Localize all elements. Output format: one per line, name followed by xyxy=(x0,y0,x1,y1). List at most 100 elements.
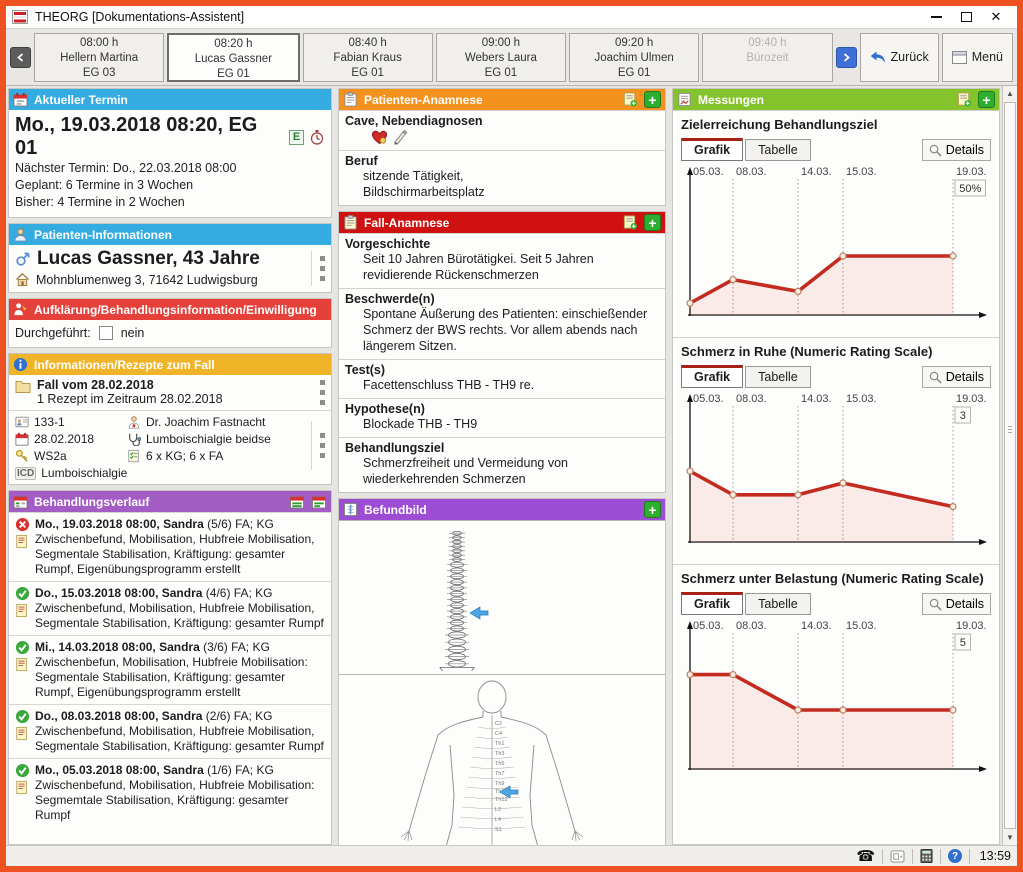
appointment-datetime: Mo., 19.03.2018 08:20, EG 01 xyxy=(15,114,258,159)
tab-grafik[interactable]: Grafik xyxy=(681,592,744,615)
back-label: Zurück xyxy=(890,50,929,64)
svg-text:19.03.: 19.03. xyxy=(956,166,987,178)
help-icon[interactable]: ? xyxy=(948,849,962,863)
tab-tabelle[interactable]: Tabelle xyxy=(745,139,811,161)
maximize-button[interactable] xyxy=(951,8,981,27)
magnifier-icon xyxy=(929,598,942,611)
treatment-note-icon xyxy=(16,657,27,672)
treatment-entry[interactable]: Do., 08.03.2018 08:00, Sandra (2/6) FA; … xyxy=(9,704,331,758)
tab-grafik[interactable]: Grafik xyxy=(681,365,744,388)
back-arrow-icon xyxy=(870,51,885,63)
chart-block-schmerz-belastung: Schmerz unter Belastung (Numeric Rating … xyxy=(673,564,999,791)
treatment-entry[interactable]: Mo., 05.03.2018 08:00, Sandra (1/6) FA; … xyxy=(9,758,331,827)
menu-button[interactable]: Menü xyxy=(941,32,1013,82)
appointment-slot[interactable]: 09:00 h Webers Laura EG 01 xyxy=(435,32,566,82)
status-bar: ☎ ? 13:59 xyxy=(6,845,1017,866)
finding-arrow-icon xyxy=(499,785,519,799)
slot-time: 08:40 h xyxy=(348,36,387,49)
entry-description: Zwischenbefund, Mobilisation, Hubfreie M… xyxy=(35,532,315,576)
svg-text:15.03.: 15.03. xyxy=(846,620,877,632)
add-entry-button[interactable]: + xyxy=(644,214,661,231)
appointment-slot[interactable]: 08:40 h Fabian Kraus EG 01 xyxy=(302,32,433,82)
card-reader-icon[interactable] xyxy=(890,849,905,863)
prescribed-services: 6 x KG; 6 x FA xyxy=(146,449,224,463)
stopwatch-icon[interactable] xyxy=(309,129,325,145)
appointment-slot[interactable]: 09:20 h Joachim Ulmen EG 01 xyxy=(569,32,700,82)
vertical-scrollbar[interactable]: ▲ ▼ xyxy=(1002,86,1017,845)
scrollbar-down-button[interactable]: ▼ xyxy=(1006,833,1014,842)
folder-icon xyxy=(15,381,31,393)
panel-title: Aufklärung/Behandlungsinformation/Einwil… xyxy=(34,302,317,317)
svg-text:05.03.: 05.03. xyxy=(693,620,724,632)
heart-risk-icon[interactable] xyxy=(371,129,388,145)
slot-patient: Hellern Martina xyxy=(60,51,139,64)
scrollbar-up-button[interactable]: ▲ xyxy=(1006,89,1014,98)
minimize-button[interactable] xyxy=(921,8,951,27)
details-button[interactable]: Details xyxy=(921,139,991,161)
scroll-left-button[interactable] xyxy=(10,46,31,68)
calendar-view-icon[interactable] xyxy=(289,494,305,509)
details-button[interactable]: Details xyxy=(921,593,991,615)
note-add-icon[interactable] xyxy=(956,92,972,107)
consent-checkbox[interactable] xyxy=(98,326,113,340)
slot-room: EG 01 xyxy=(217,67,250,80)
panel-behandlungsverlauf: Behandlungsverlauf Mo., 19.03.2018 08:00… xyxy=(8,490,332,845)
details-label: Details xyxy=(945,597,984,611)
tab-tabelle[interactable]: Tabelle xyxy=(745,366,811,388)
section-text: Blockade THB - TH9 xyxy=(363,417,478,431)
panel-befundbild: Befundbild + xyxy=(338,498,666,845)
treatment-entry[interactable]: Mo., 19.03.2018 08:00, Sandra (5/6) FA; … xyxy=(9,512,331,581)
slot-patient: Bürozeit xyxy=(746,51,789,64)
entry-count: (2/6) FA; KG xyxy=(202,709,273,723)
calendar-icon xyxy=(13,92,28,107)
svg-text:Th3: Th3 xyxy=(495,751,504,757)
appointment-slot[interactable]: 08:00 h Hellern Martina EG 03 xyxy=(34,32,165,82)
appointment-slot-current[interactable]: 08:20 h Lucas Gassner EG 01 xyxy=(167,32,300,82)
prescription-diagnosis: Lumboischialgie beidse xyxy=(146,432,271,446)
scrollbar-thumb[interactable] xyxy=(1004,102,1016,829)
panel-aufklaerung: Aufklärung/Behandlungsinformation/Einwil… xyxy=(8,298,332,348)
services-note-icon xyxy=(128,449,139,463)
consent-checkbox-label: nein xyxy=(120,326,145,340)
chart-title: Schmerz unter Belastung (Numeric Rating … xyxy=(681,571,984,586)
pencil-icon[interactable] xyxy=(392,129,408,145)
panel-title: Aktueller Termin xyxy=(34,92,128,107)
treatment-entry[interactable]: Do., 15.03.2018 08:00, Sandra (4/6) FA; … xyxy=(9,581,331,635)
body-image-icon xyxy=(343,502,358,517)
calendar-add-icon[interactable] xyxy=(311,494,327,509)
section-text: Schmerzfreiheit und Vermeidung von wiede… xyxy=(363,456,568,486)
appointment-slot[interactable]: 09:40 h Bürozeit xyxy=(702,32,833,82)
close-button[interactable]: ✕ xyxy=(981,8,1011,27)
add-entry-button[interactable]: + xyxy=(644,91,661,108)
minimize-icon xyxy=(930,16,942,18)
tab-grafik[interactable]: Grafik xyxy=(681,138,744,161)
svg-text:19.03.: 19.03. xyxy=(956,393,987,405)
chart-title: Schmerz in Ruhe (Numeric Rating Scale) xyxy=(681,344,933,359)
note-add-icon[interactable] xyxy=(622,215,638,230)
scroll-right-button[interactable] xyxy=(835,46,857,68)
spine-figure[interactable] xyxy=(339,520,665,698)
add-image-button[interactable]: + xyxy=(644,501,661,518)
entry-datetime: Do., 15.03.2018 08:00, Sandra xyxy=(35,586,203,600)
svg-text:Th1: Th1 xyxy=(495,741,504,747)
section-text: Spontane Äußerung des Patienten: einschi… xyxy=(363,307,648,353)
entry-count: (1/6) FA; KG xyxy=(203,763,274,777)
patient-menu-button[interactable] xyxy=(320,255,325,282)
slot-patient: Webers Laura xyxy=(464,51,537,64)
note-add-icon[interactable] xyxy=(622,92,638,107)
done-status-icon xyxy=(15,586,29,601)
details-button[interactable]: Details xyxy=(921,366,991,388)
svg-text:5: 5 xyxy=(960,637,966,649)
panel-patienten-informationen: Patienten-Informationen Lucas Gassner, 4… xyxy=(8,223,332,293)
calculator-icon[interactable] xyxy=(920,849,933,863)
treatment-calendar-icon xyxy=(13,496,28,509)
prescription-menu-button[interactable] xyxy=(320,432,325,459)
treatment-entry[interactable]: Mi., 14.03.2018 08:00, Sandra (3/6) FA; … xyxy=(9,635,331,704)
tab-tabelle[interactable]: Tabelle xyxy=(745,593,811,615)
add-measurement-button[interactable]: + xyxy=(978,91,995,108)
case-menu-button[interactable] xyxy=(320,379,325,406)
back-button[interactable]: Zurück xyxy=(859,32,939,82)
phone-icon[interactable]: ☎ xyxy=(856,846,875,865)
